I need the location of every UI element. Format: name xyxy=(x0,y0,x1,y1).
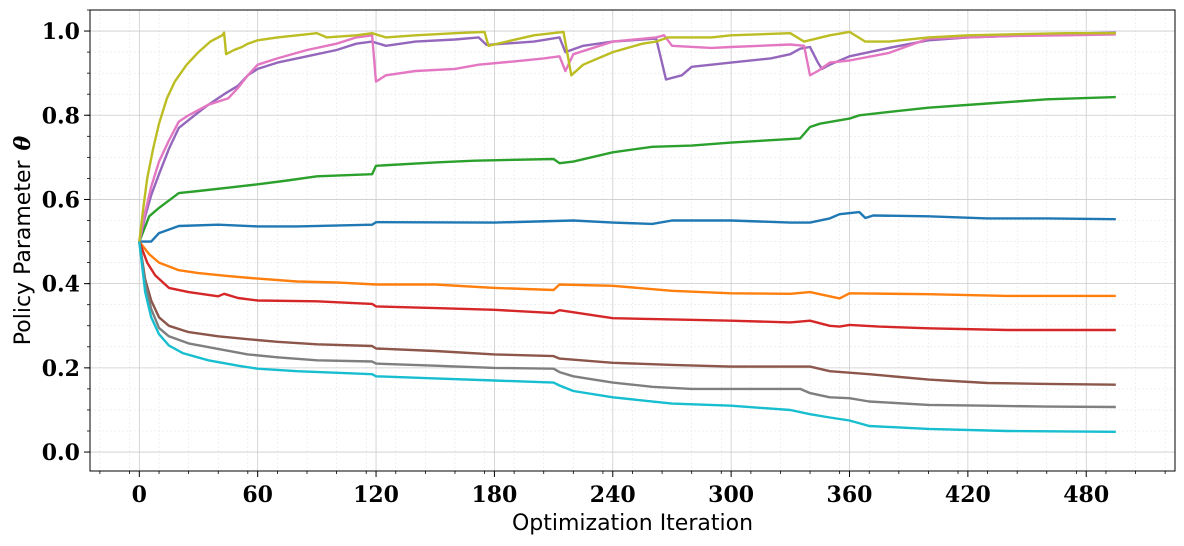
series-line-2 xyxy=(138,240,1116,300)
y-tick-label: 0.0 xyxy=(42,440,80,466)
y-tick-label: 1.0 xyxy=(42,19,80,45)
x-tick-label: 60 xyxy=(242,482,273,508)
series-line-9 xyxy=(138,30,1116,242)
major-grid xyxy=(90,10,1175,471)
series-line-8 xyxy=(138,241,1116,409)
series-line-1 xyxy=(139,210,1116,243)
y-axis-title-symbol: θ xyxy=(10,135,36,150)
x-tick-label: 420 xyxy=(945,482,991,508)
x-tick-label: 300 xyxy=(708,482,754,508)
series-line-3 xyxy=(138,95,1116,243)
x-axis-ticks: 0 60 120 180 240 300 360 420 480 xyxy=(99,471,1166,508)
y-tick-label: 0.6 xyxy=(42,187,80,213)
x-tick-label: 0 xyxy=(132,482,147,508)
series-line-6 xyxy=(138,241,1116,386)
y-tick-label: 0.2 xyxy=(42,356,80,382)
y-tick-label: 0.8 xyxy=(42,103,80,129)
y-axis-title-text: Policy Parameter xyxy=(11,160,36,346)
series-line-4 xyxy=(138,241,1116,332)
y-axis-ticks: 0.0 0.2 0.4 0.6 0.8 1.0 xyxy=(42,9,90,466)
x-tick-label: 360 xyxy=(827,482,873,508)
series-lines xyxy=(138,30,1116,433)
x-tick-label: 240 xyxy=(590,482,636,508)
series-line-7 xyxy=(138,33,1116,242)
x-tick-label: 120 xyxy=(353,482,399,508)
x-tick-label: 480 xyxy=(1063,482,1109,508)
x-tick-label: 180 xyxy=(471,482,517,508)
y-axis-title: Policy Parameter θ xyxy=(10,135,36,345)
series-line-10 xyxy=(138,241,1116,433)
y-tick-label: 0.4 xyxy=(42,272,80,298)
x-axis-title: Optimization Iteration xyxy=(512,511,753,536)
